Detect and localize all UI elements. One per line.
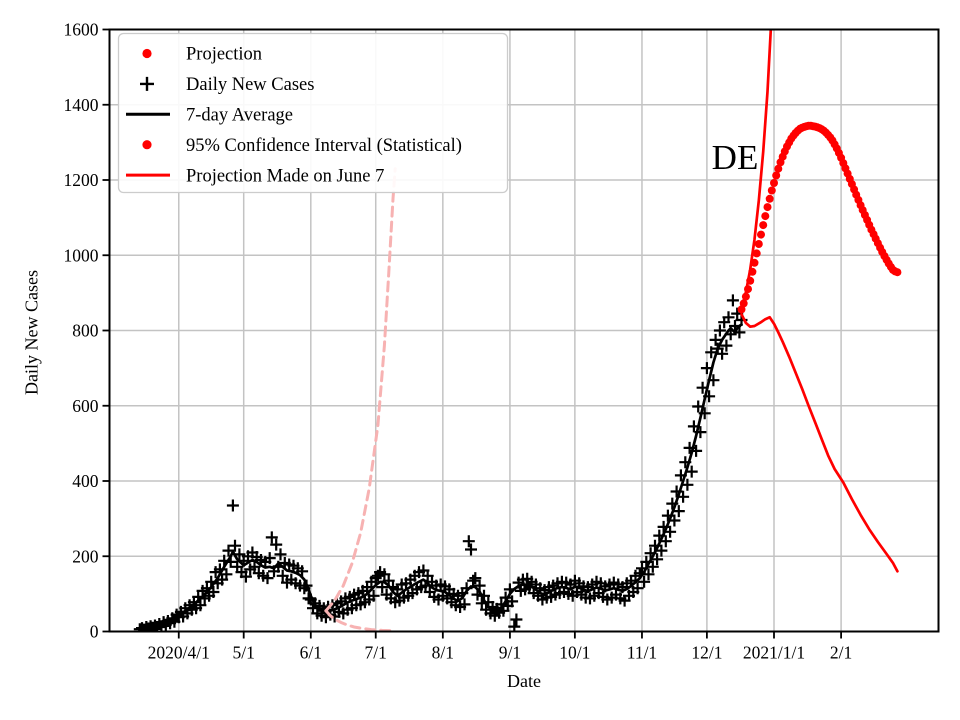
projection-dot <box>761 212 770 221</box>
projection-dot <box>752 249 761 258</box>
projection-dot <box>774 164 783 173</box>
projection-dot <box>765 194 774 203</box>
x-axis-title: Date <box>507 671 541 691</box>
x-tick-label: 11/1 <box>627 643 657 663</box>
axes-layer: 2020/4/1 5/1 6/1 7/1 8/1 9/1 10/1 11/1 12/1 2021/… <box>64 20 940 663</box>
y-tick-label: 1600 <box>64 20 99 40</box>
legend-item-7-day-average: 7-day Average <box>126 106 293 126</box>
series-daily-new-cases <box>133 294 748 632</box>
x-tick-label: 10/1 <box>559 643 590 663</box>
legend-item-projection-made-on-june-7: Projection Made on June 7 <box>126 166 384 186</box>
x-tick-label: 2021/1/1 <box>743 643 805 663</box>
projection-dot <box>770 179 778 187</box>
y-tick-label: 0 <box>90 622 99 642</box>
projection-dot <box>767 186 776 195</box>
series-95-confidence-interval-lower <box>740 312 899 573</box>
series-projection-made-on-june-7-upper-bound <box>324 167 397 613</box>
projection-dot <box>757 230 765 239</box>
series-projection-made-on-june-7-lower-bound <box>324 609 397 632</box>
x-tick-label: 9/1 <box>499 643 521 663</box>
projection-dot <box>759 221 768 230</box>
series-projection <box>737 121 902 314</box>
series-7-day-average <box>138 323 743 630</box>
legend-dot-marker <box>142 140 152 150</box>
x-tick-label: 2020/4/1 <box>148 643 210 663</box>
data-layer-front <box>737 29 902 573</box>
x-tick-label: 6/1 <box>300 643 322 663</box>
legend-item-label: 95% Confidence Interval (Statistical) <box>186 136 462 156</box>
legend-item-label: 7-day Average <box>186 106 293 126</box>
y-tick-label: 600 <box>72 396 99 416</box>
data-layer-back <box>133 167 748 632</box>
legend-item-daily-new-cases: Daily New Cases <box>140 75 314 95</box>
y-axis-title: Daily New Cases <box>21 270 42 395</box>
legend-item-95-confidence-interval-statistical: 95% Confidence Interval (Statistical) <box>142 136 462 156</box>
series-95-confidence-interval-upper <box>740 29 773 311</box>
y-tick-label: 1400 <box>64 95 99 115</box>
y-tick-label: 400 <box>72 471 99 491</box>
legend-item-projection: Projection <box>142 45 262 65</box>
y-tick-label: 1000 <box>64 245 99 265</box>
legend-plus-marker <box>140 76 154 91</box>
x-tick-label: 8/1 <box>432 643 454 663</box>
legend-box <box>117 32 509 194</box>
legend: Projection Daily New Cases 7-day Average 95… <box>117 32 509 194</box>
annotation-de-label: DE <box>712 138 759 177</box>
y-tick-label: 200 <box>72 546 99 566</box>
legend-item-label: Projection Made on June 7 <box>186 166 384 186</box>
legend-item-label: Projection <box>186 45 262 65</box>
projection-dot <box>893 268 902 277</box>
x-tick-label: 2/1 <box>830 643 852 663</box>
x-tick-label: 12/1 <box>691 643 722 663</box>
y-tick-label: 800 <box>72 321 99 341</box>
legend-dot-marker <box>142 48 152 59</box>
x-tick-label: 7/1 <box>365 643 387 663</box>
y-tick-label: 1200 <box>64 170 99 190</box>
x-tick-label: 5/1 <box>233 643 255 663</box>
projection-dot <box>763 203 772 212</box>
legend-item-label: Daily New Cases <box>186 75 314 95</box>
projection-dot <box>754 240 763 248</box>
projection-dot <box>772 171 781 180</box>
